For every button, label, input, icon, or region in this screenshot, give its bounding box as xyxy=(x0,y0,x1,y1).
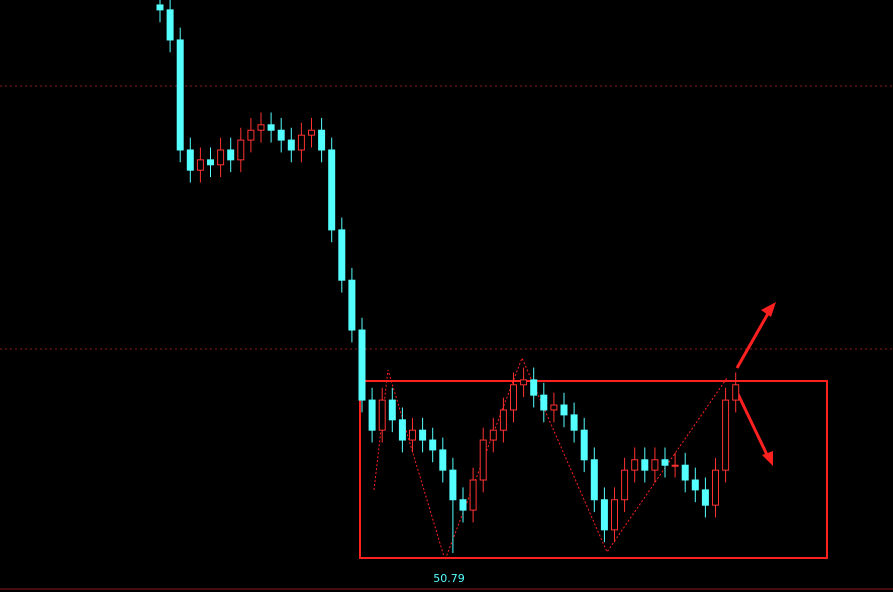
candle-body xyxy=(267,124,275,131)
candle-body xyxy=(681,464,689,481)
candle-body xyxy=(348,279,356,331)
candle-body xyxy=(621,469,629,501)
candle-body xyxy=(257,124,265,131)
candle-body xyxy=(590,459,598,501)
candle-body xyxy=(570,414,578,431)
candle-body xyxy=(207,159,214,166)
up-arrow-head xyxy=(761,302,776,317)
candle-body xyxy=(287,139,295,151)
candle-body xyxy=(469,479,477,511)
candle-body xyxy=(580,429,588,461)
candle-body xyxy=(449,469,457,501)
up-arrow xyxy=(735,309,772,369)
candle-body xyxy=(308,129,315,136)
candle-body xyxy=(237,139,245,161)
candle-body xyxy=(439,449,447,471)
candle-body xyxy=(479,439,487,481)
candle-body xyxy=(459,499,467,511)
candle-body xyxy=(388,399,396,421)
candle-body xyxy=(398,419,406,441)
candle-body xyxy=(661,459,669,466)
down-arrow xyxy=(735,391,770,458)
candle-body xyxy=(540,394,548,411)
candle-body xyxy=(217,149,225,166)
candle-body xyxy=(358,329,366,401)
candle-body xyxy=(712,469,719,506)
candle-body xyxy=(631,459,639,471)
candle-body xyxy=(732,384,740,401)
candle-body xyxy=(277,129,285,141)
zigzag-line xyxy=(373,356,728,562)
candle-body xyxy=(520,379,528,386)
candle-body xyxy=(429,439,437,451)
candle-body xyxy=(166,9,174,41)
candle-body xyxy=(297,134,305,151)
candle-body xyxy=(338,229,346,281)
candle-body xyxy=(641,459,649,471)
candle-body xyxy=(550,404,558,411)
range-box xyxy=(359,380,828,559)
candle-body xyxy=(701,489,709,506)
candle-body xyxy=(176,39,184,151)
candle-body xyxy=(651,459,659,471)
candle-body xyxy=(227,149,235,161)
candle-body xyxy=(186,149,194,171)
candle-body xyxy=(489,429,497,441)
candle-body xyxy=(671,464,679,467)
down-arrow-head xyxy=(762,451,773,466)
candle-body xyxy=(247,129,255,141)
candle-body xyxy=(409,429,416,441)
candle-body xyxy=(530,379,538,396)
candle-body xyxy=(196,159,204,171)
candle-body xyxy=(368,399,376,431)
candle-body xyxy=(419,429,427,441)
candle-body xyxy=(318,129,326,151)
candle-body xyxy=(510,384,517,411)
candle-body xyxy=(328,149,336,231)
candle-body xyxy=(560,404,568,416)
low-label: 50.79 xyxy=(433,572,465,585)
candle-body xyxy=(499,409,507,431)
candle-body xyxy=(691,479,699,491)
candle-body xyxy=(156,4,164,11)
candle-body xyxy=(600,499,608,531)
candle-body xyxy=(611,499,618,531)
candle-body xyxy=(378,399,386,431)
candle-body xyxy=(722,399,730,471)
